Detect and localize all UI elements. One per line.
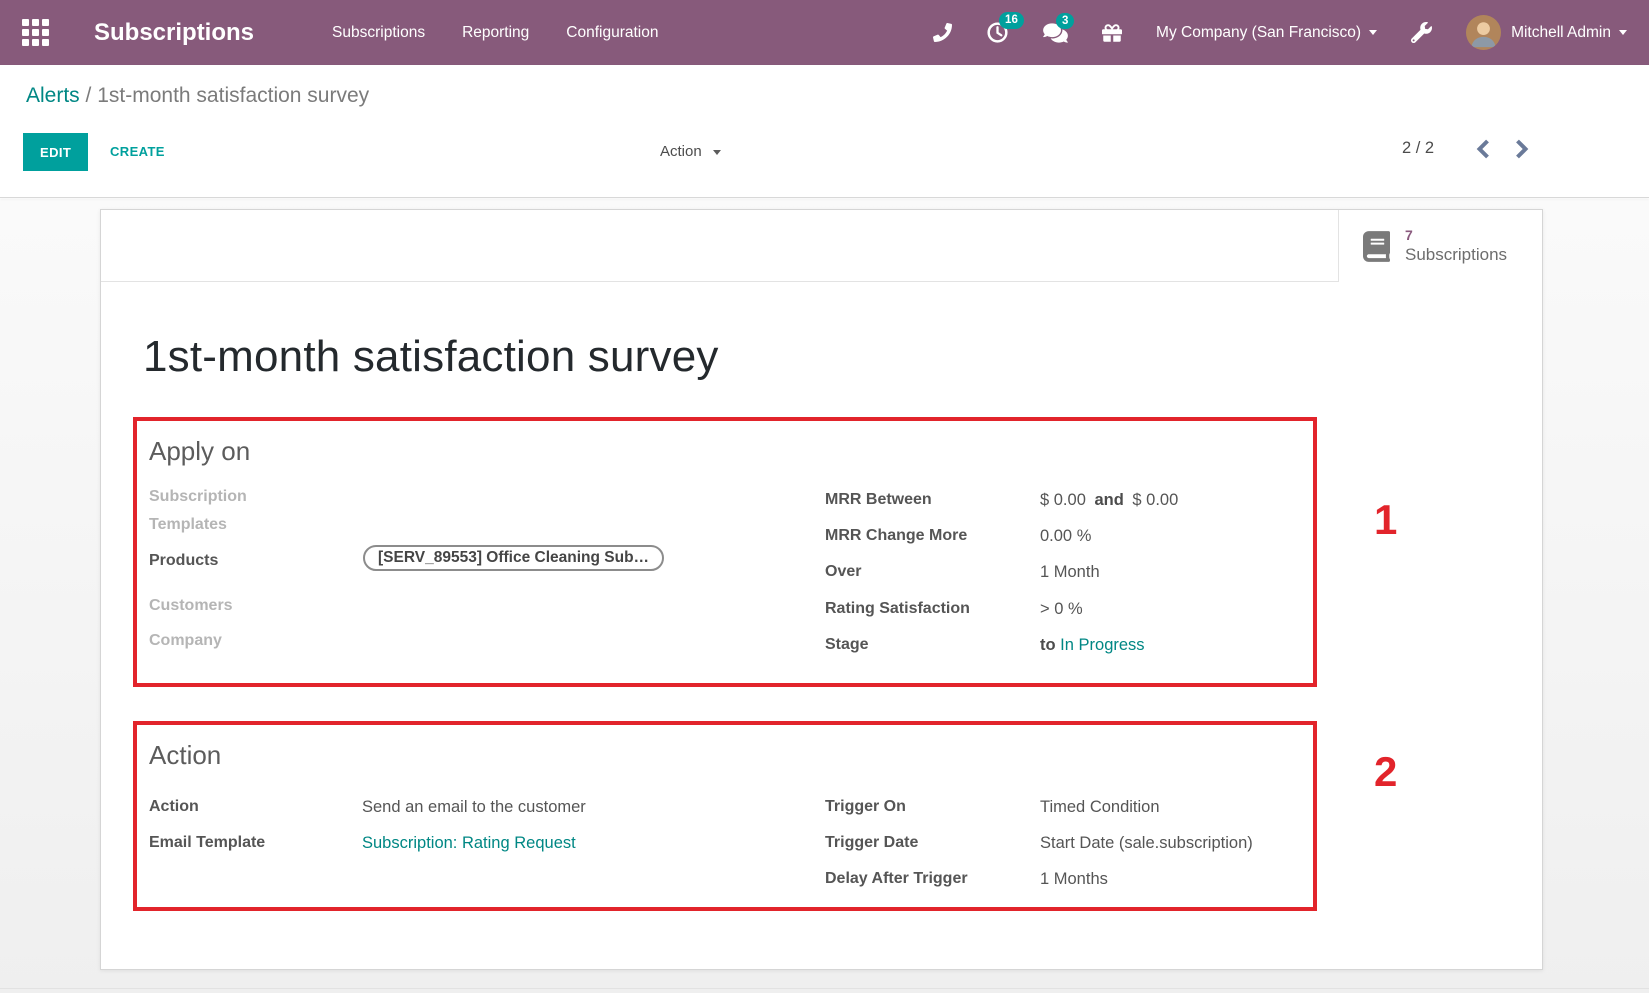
breadcrumb-alerts-link[interactable]: Alerts bbox=[26, 84, 80, 107]
chevron-down-icon bbox=[712, 149, 721, 155]
action-field-label: Action bbox=[149, 798, 199, 815]
trigger-date-value: Start Date (sale.subscription) bbox=[1040, 834, 1253, 852]
annotation-box-apply-on: Apply on Subscription Templates Products… bbox=[133, 417, 1317, 687]
subscriptions-smart-button[interactable]: 7 Subscriptions bbox=[1338, 210, 1542, 282]
breadcrumb-separator: / bbox=[85, 84, 92, 107]
stage-value: to In Progress bbox=[1040, 636, 1145, 655]
user-avatar bbox=[1466, 15, 1502, 50]
main-menu: Subscriptions Reporting Configuration bbox=[332, 24, 658, 42]
mrr-change-value: 0.00 % bbox=[1040, 527, 1092, 545]
chevron-down-icon bbox=[1619, 30, 1627, 35]
app-brand[interactable]: Subscriptions bbox=[94, 18, 255, 46]
delay-after-trigger-label: Delay After Trigger bbox=[825, 870, 968, 887]
action-field-value: Send an email to the customer bbox=[362, 798, 586, 816]
over-label: Over bbox=[825, 563, 862, 580]
apply-on-heading: Apply on bbox=[149, 436, 251, 466]
apps-menu-icon[interactable] bbox=[22, 19, 49, 46]
delay-after-trigger-value: 1 Months bbox=[1040, 870, 1108, 888]
smart-button-count: 7 bbox=[1405, 226, 1413, 243]
messages-count-badge: 3 bbox=[1056, 12, 1075, 30]
form-card-header: 7 Subscriptions bbox=[101, 210, 1542, 282]
pager-next-button[interactable] bbox=[1512, 137, 1531, 166]
company-label: Company bbox=[149, 632, 222, 649]
form-card: 7 Subscriptions 1st-month satisfaction s… bbox=[100, 209, 1543, 970]
user-menu[interactable]: Mitchell Admin bbox=[1466, 15, 1627, 50]
company-name: My Company (San Francisco) bbox=[1156, 23, 1362, 41]
pager-value[interactable]: 2 / 2 bbox=[1402, 139, 1435, 157]
book-icon bbox=[1363, 230, 1390, 262]
mrr-between-label: MRR Between bbox=[825, 491, 932, 508]
annotation-marker-2: 2 bbox=[1374, 748, 1398, 795]
rating-satisfaction-value: > 0 % bbox=[1040, 600, 1083, 618]
email-template-link[interactable]: Subscription: Rating Request bbox=[362, 834, 576, 852]
company-switcher[interactable]: My Company (San Francisco) bbox=[1156, 23, 1378, 42]
breadcrumb-current: 1st-month satisfaction survey bbox=[97, 84, 370, 107]
create-button[interactable]: CREATE bbox=[110, 133, 165, 171]
action-heading: Action bbox=[149, 740, 222, 770]
mrr-conjunction: and bbox=[1094, 491, 1124, 509]
annotation-marker-1: 1 bbox=[1374, 496, 1398, 543]
voip-phone-icon[interactable] bbox=[933, 23, 953, 42]
mrr-max-value: $ 0.00 bbox=[1132, 491, 1179, 509]
trigger-date-label: Trigger Date bbox=[825, 834, 919, 851]
control-panel: Alerts / 1st-month satisfaction survey E… bbox=[0, 65, 1649, 198]
chevron-down-icon bbox=[1369, 30, 1378, 35]
action-dropdown-label: Action bbox=[660, 143, 702, 160]
menu-subscriptions[interactable]: Subscriptions bbox=[332, 23, 426, 41]
navbar-systray: 16 3 My Company (San Francisco) Mitchell bbox=[933, 12, 1627, 50]
trigger-on-label: Trigger On bbox=[825, 798, 906, 815]
mrr-change-label: MRR Change More bbox=[825, 527, 968, 544]
over-value: 1 Month bbox=[1040, 563, 1100, 581]
mrr-min-value: $ 0.00 bbox=[1040, 491, 1086, 509]
stage-link[interactable]: In Progress bbox=[1060, 636, 1145, 654]
menu-reporting[interactable]: Reporting bbox=[462, 23, 530, 41]
menu-configuration[interactable]: Configuration bbox=[566, 23, 659, 41]
stage-prefix: to bbox=[1040, 636, 1056, 654]
breadcrumb: Alerts / 1st-month satisfaction survey bbox=[26, 84, 369, 108]
activities-count-badge: 16 bbox=[999, 12, 1024, 29]
edit-button[interactable]: EDIT bbox=[23, 133, 89, 171]
messages-chat-icon[interactable]: 3 bbox=[1043, 12, 1075, 44]
trigger-on-value: Timed Condition bbox=[1040, 798, 1160, 816]
record-title: 1st-month satisfaction survey bbox=[143, 332, 719, 381]
stage-label: Stage bbox=[825, 636, 869, 653]
product-tag[interactable]: [SERV_89553] Office Cleaning Sub… bbox=[363, 545, 665, 571]
subscription-templates-label: Subscription Templates bbox=[149, 488, 247, 533]
customers-label: Customers bbox=[149, 597, 233, 614]
user-name: Mitchell Admin bbox=[1511, 23, 1611, 41]
rating-satisfaction-label: Rating Satisfaction bbox=[825, 600, 970, 617]
action-dropdown[interactable]: Action bbox=[660, 133, 721, 171]
top-navbar: Subscriptions Subscriptions Reporting Co… bbox=[0, 0, 1649, 65]
content-area: 7 Subscriptions 1st-month satisfaction s… bbox=[0, 199, 1649, 993]
smart-button-label: Subscriptions bbox=[1405, 245, 1508, 265]
smart-button-text: 7 Subscriptions bbox=[1405, 226, 1507, 266]
bottom-divider bbox=[0, 988, 1649, 989]
mrr-between-value: $ 0.00 and $ 0.00 bbox=[1040, 491, 1178, 510]
pager-previous-button[interactable] bbox=[1474, 137, 1493, 166]
annotation-box-action: Action Action Send an email to the custo… bbox=[133, 721, 1317, 911]
email-template-label: Email Template bbox=[149, 834, 266, 851]
activities-clock-icon[interactable]: 16 bbox=[986, 12, 1024, 44]
debug-tools-icon[interactable] bbox=[1411, 22, 1433, 43]
products-label: Products bbox=[149, 552, 219, 569]
gift-rewards-icon[interactable] bbox=[1102, 23, 1123, 43]
